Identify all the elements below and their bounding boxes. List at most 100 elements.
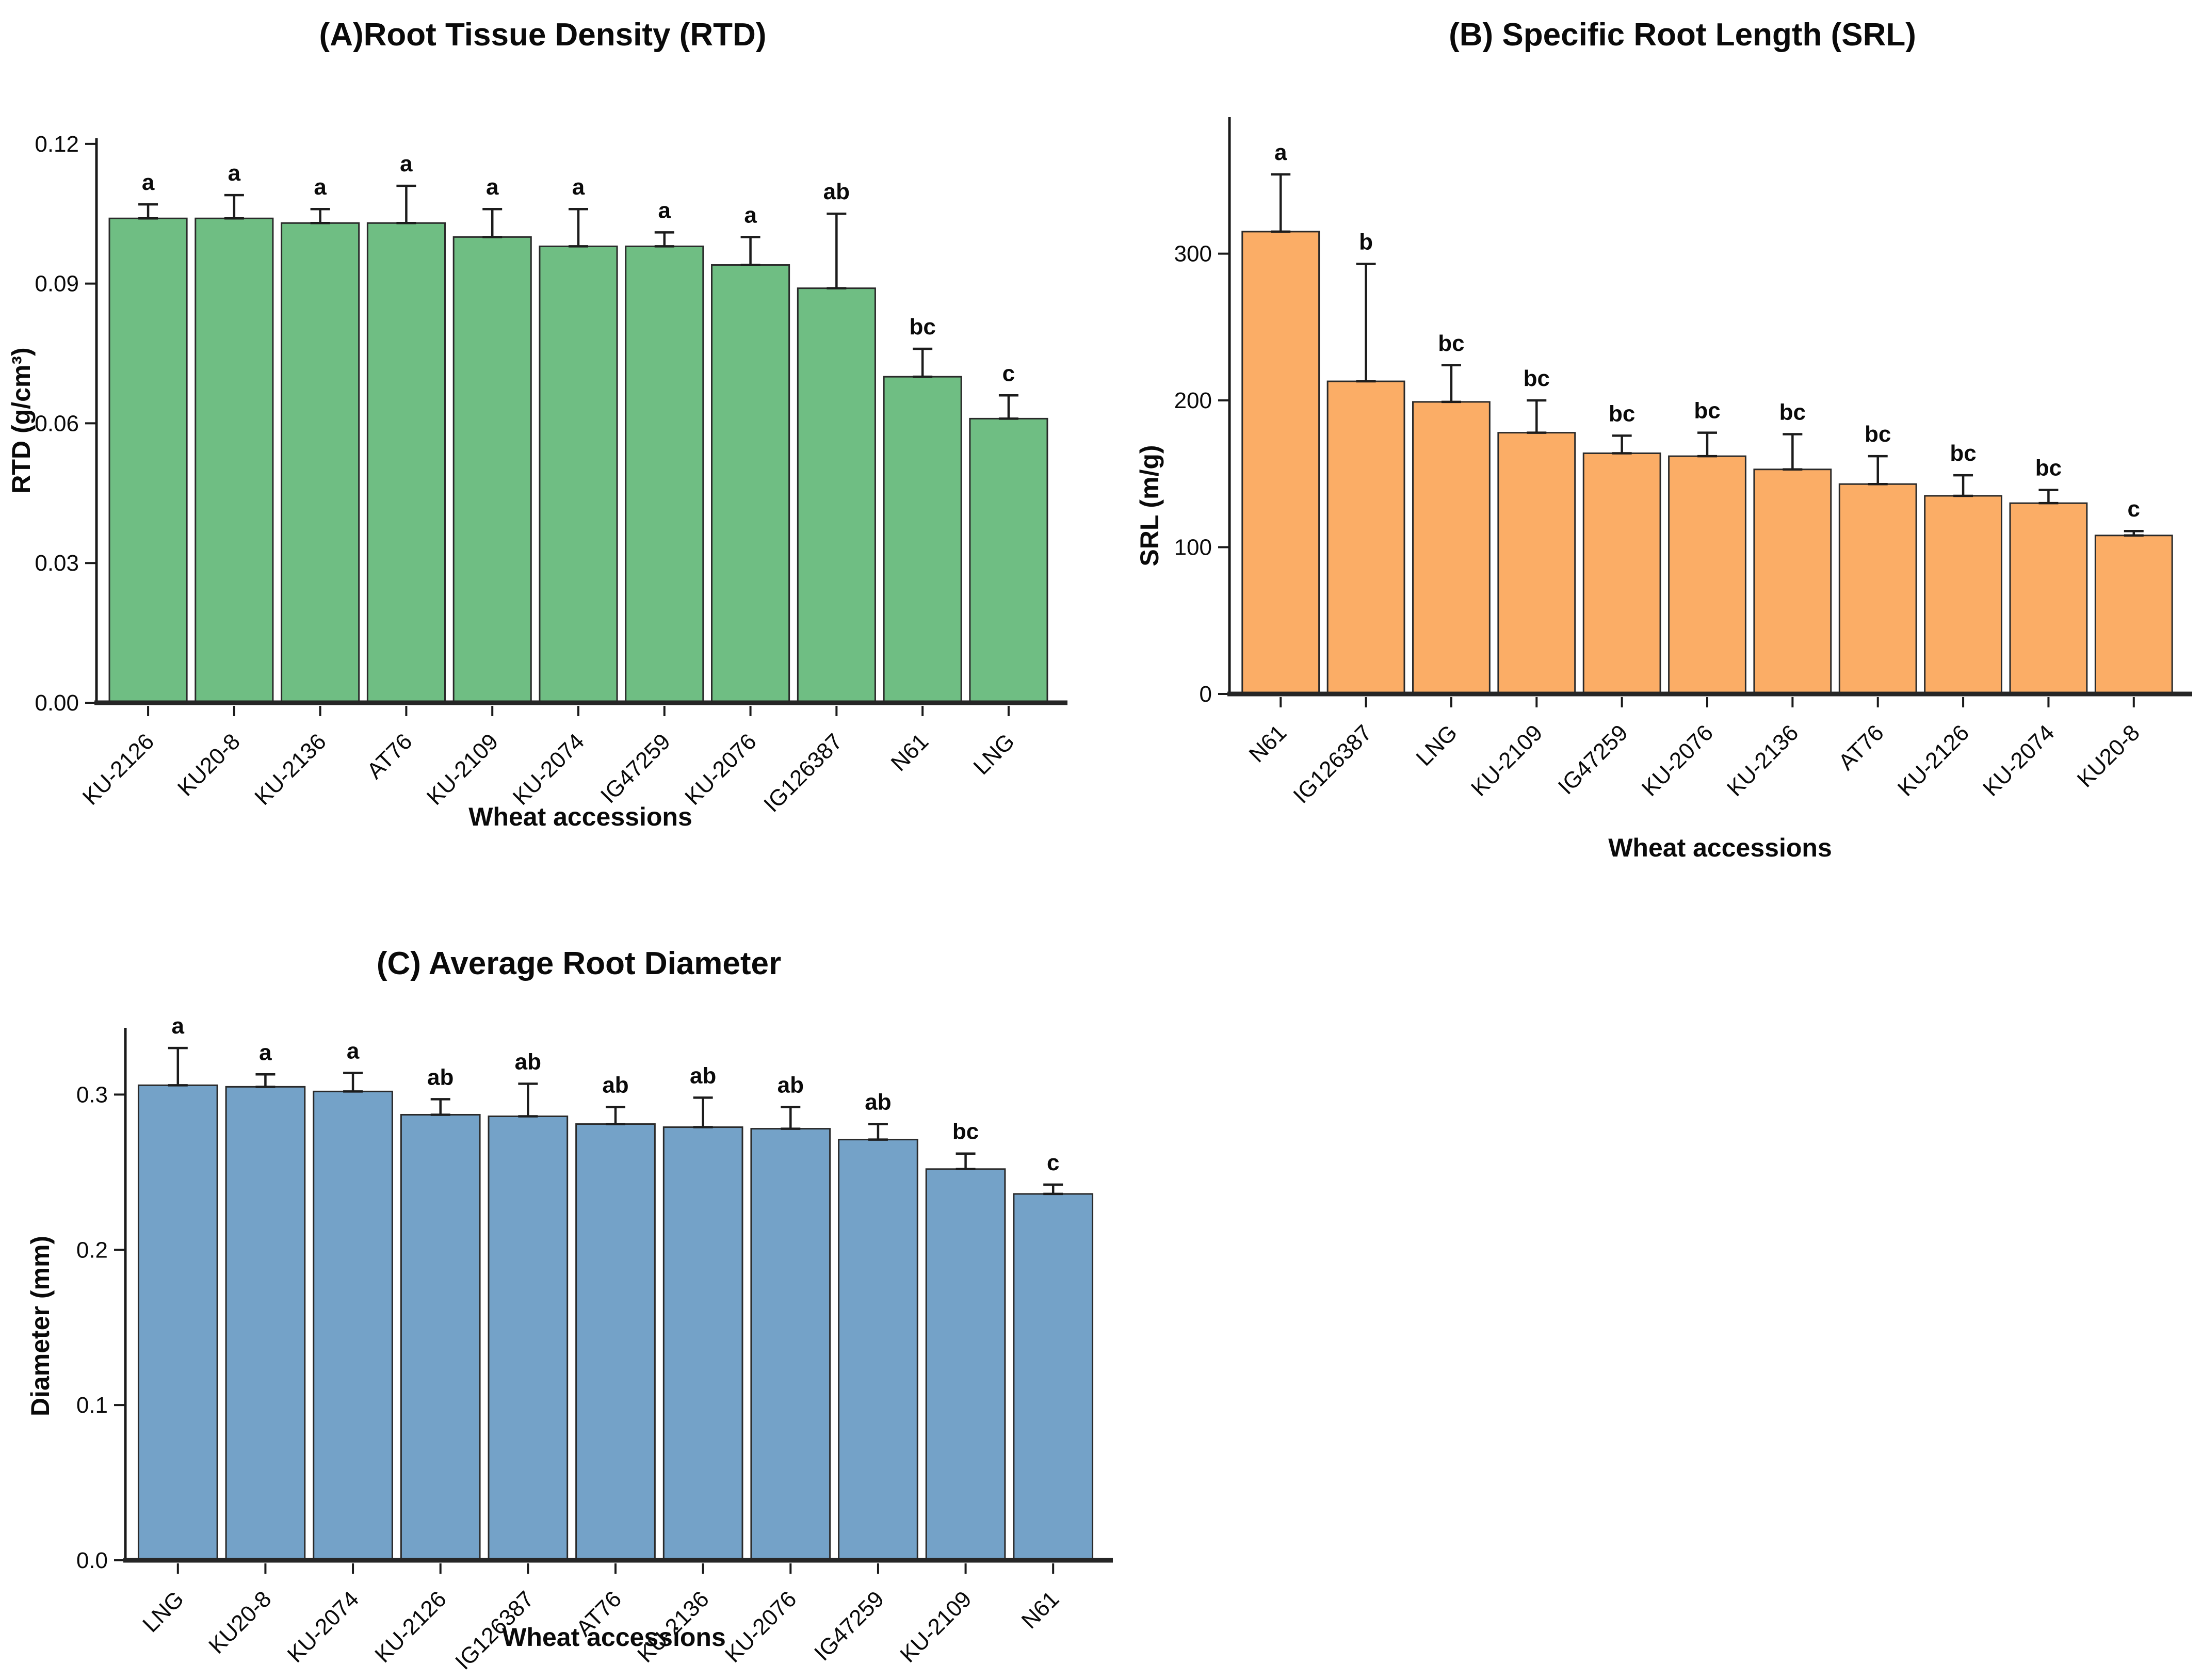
x-axis-tick-label: IG47259	[1553, 720, 1633, 799]
x-axis-tick-label: LNG	[138, 1586, 189, 1637]
bar	[400, 1113, 481, 1561]
y-axis-title: SRL (m/g)	[1135, 445, 1164, 566]
significance-letter: a	[400, 151, 413, 176]
bar	[662, 1126, 743, 1561]
significance-letter: bc	[1609, 401, 1635, 426]
y-axis-tick-label: 0.1	[76, 1393, 108, 1418]
bar	[225, 1086, 306, 1561]
bar	[313, 1090, 393, 1561]
x-axis-title: Wheat accessions	[468, 802, 692, 831]
chart-title: (C) Average Root Diameter	[377, 946, 781, 981]
y-axis-title: RTD (g/cm³)	[7, 347, 36, 493]
significance-letter: bc	[1865, 422, 1891, 447]
bar	[838, 1139, 918, 1561]
bar	[575, 1123, 656, 1561]
bar	[2094, 535, 2173, 695]
significance-letter: a	[1274, 140, 1287, 165]
x-axis-tick-label: N61	[886, 729, 933, 776]
significance-letter: ab	[427, 1064, 454, 1090]
significance-letter: c	[1002, 361, 1015, 386]
significance-letter: a	[347, 1038, 360, 1063]
x-axis-tick-label: KU-2074	[508, 729, 589, 810]
x-axis-tick-label: KU-2126	[78, 729, 159, 810]
bar	[281, 222, 360, 704]
x-axis-tick-label: AT76	[1834, 720, 1889, 775]
significance-letter: bc	[1950, 441, 1976, 466]
significance-letter: a	[142, 170, 155, 195]
x-axis-tick-label: KU-2126	[1893, 720, 1974, 801]
bar	[452, 236, 532, 704]
x-axis-tick-label: KU-2126	[370, 1586, 451, 1667]
x-axis-tick-label: KU20-8	[173, 729, 245, 801]
x-axis-title: Wheat accessions	[502, 1623, 726, 1652]
bar	[1582, 452, 1661, 695]
bar	[1924, 495, 2002, 695]
y-axis-tick-label: 0.00	[35, 690, 79, 716]
significance-letter: a	[172, 1013, 185, 1039]
y-axis-tick-label: 0.2	[76, 1237, 108, 1263]
y-axis-tick-label: 0.09	[35, 271, 79, 297]
significance-letter: ab	[778, 1072, 804, 1097]
x-axis-tick-label: IG47259	[596, 729, 675, 808]
significance-letter: bc	[1779, 399, 1806, 425]
x-axis-tick-label: KU-2076	[1637, 720, 1718, 801]
bar	[366, 222, 446, 704]
y-axis-tick-label: 0.12	[35, 132, 79, 157]
chart-title: (A)Root Tissue Density (RTD)	[319, 17, 767, 53]
x-axis-tick-label: LNG	[968, 729, 1019, 780]
x-axis-tick-label: N61	[1017, 1586, 1064, 1634]
significance-letter: bc	[2035, 456, 2062, 481]
bar	[137, 1084, 218, 1561]
x-axis-tick-label: LNG	[1411, 720, 1462, 771]
bar	[1241, 231, 1320, 695]
significance-letter: bc	[1524, 366, 1550, 391]
bar	[625, 245, 704, 704]
bar	[711, 264, 790, 704]
y-axis-tick-label: 0.0	[76, 1548, 108, 1573]
bar	[797, 287, 876, 704]
y-axis-title: Diameter (mm)	[26, 1236, 55, 1416]
significance-letter: bc	[1438, 331, 1464, 356]
bar	[883, 376, 962, 704]
bar	[195, 217, 274, 704]
x-axis-tick-label: KU-2076	[720, 1586, 801, 1667]
y-axis-tick-label: 300	[1174, 241, 1212, 267]
bar	[1326, 380, 1405, 695]
y-axis-tick-label: 100	[1174, 535, 1212, 560]
y-axis-tick-label: 0.03	[35, 551, 79, 576]
bar	[969, 417, 1048, 704]
x-axis-tick-label: IG126387	[759, 729, 847, 817]
significance-letter: a	[658, 198, 671, 223]
significance-letter: a	[744, 202, 757, 228]
significance-letter: a	[259, 1040, 272, 1065]
bar	[539, 245, 618, 704]
significance-letter: c	[1047, 1150, 1059, 1175]
chart-title: (B) Specific Root Length (SRL)	[1449, 17, 1916, 53]
bar	[1668, 455, 1746, 695]
y-axis-tick-label: 0.3	[76, 1082, 108, 1107]
x-axis-tick-label: KU-2074	[1978, 720, 2059, 801]
bar	[1753, 469, 1832, 695]
x-axis-tick-label: IG47259	[809, 1586, 889, 1666]
significance-letter: ab	[690, 1063, 716, 1088]
bar	[1497, 432, 1576, 695]
bar	[108, 217, 188, 704]
y-axis-tick-label: 200	[1174, 388, 1212, 413]
significance-letter: ab	[602, 1072, 628, 1097]
significance-letter: ab	[823, 179, 850, 204]
x-axis-tick-label: KU-2074	[283, 1586, 364, 1667]
significance-letter: bc	[909, 314, 935, 340]
significance-letter: ab	[515, 1049, 541, 1074]
x-axis-tick-label: IG126387	[1288, 720, 1377, 808]
x-axis-title: Wheat accessions	[1608, 833, 1832, 862]
significance-letter: c	[2128, 496, 2140, 522]
bar	[1412, 401, 1491, 695]
x-axis-tick-label: AT76	[362, 729, 417, 784]
bar	[925, 1168, 1006, 1561]
x-axis-tick-label: KU-2109	[895, 1586, 976, 1667]
x-axis-tick-label: KU-2109	[422, 729, 503, 810]
x-axis-tick-label: KU-2076	[680, 729, 761, 810]
x-axis-tick-label: KU20-8	[204, 1586, 276, 1658]
bar	[2009, 502, 2088, 695]
bar	[750, 1128, 831, 1561]
